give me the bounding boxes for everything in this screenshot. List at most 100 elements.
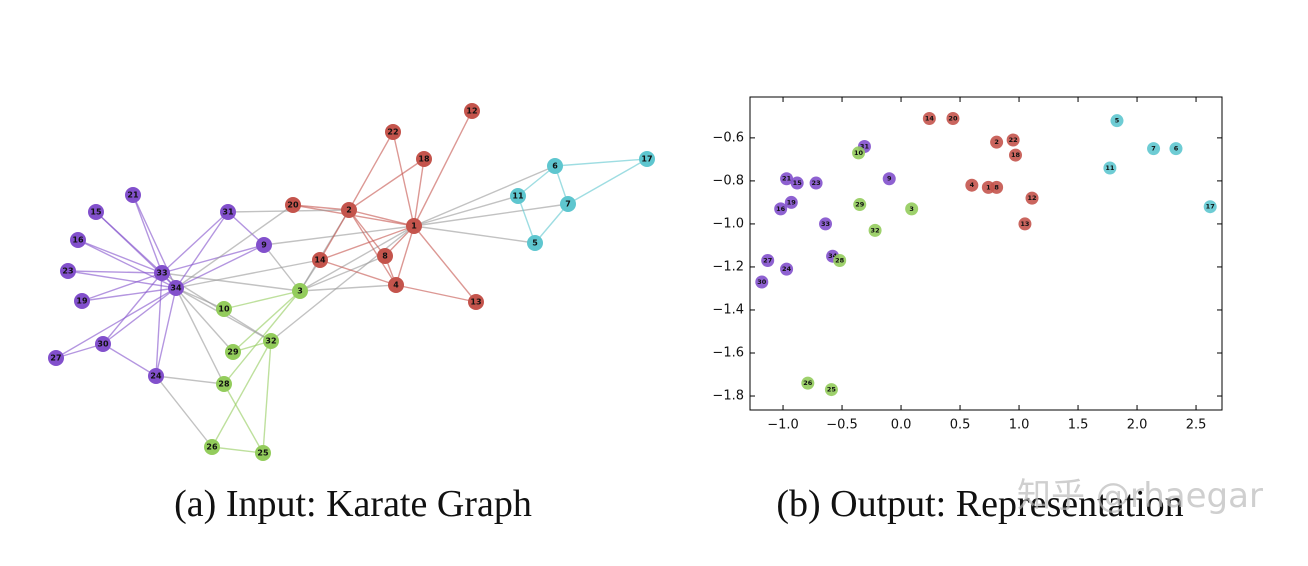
edge [223, 290, 301, 310]
node [464, 103, 480, 119]
point-label: 12 [1027, 194, 1036, 202]
node-label: 28 [218, 380, 230, 389]
edge [211, 446, 264, 454]
node-label: 12 [466, 107, 477, 116]
edge [223, 290, 301, 385]
point [1006, 133, 1020, 147]
node-label: 22 [387, 128, 398, 137]
point-label: 23 [812, 179, 821, 187]
y-tick-label: −1.6 [712, 345, 744, 360]
point-label: 3 [909, 205, 914, 213]
edge [155, 375, 225, 385]
edge [77, 239, 163, 274]
node-label: 7 [565, 200, 571, 209]
node-label: 23 [62, 267, 73, 276]
y-tick-label: −1.2 [712, 259, 744, 274]
karate-graph: 1234567891011121314151617181920212223242… [48, 103, 655, 461]
edge [161, 211, 229, 274]
node-label: 20 [287, 201, 299, 210]
node [220, 204, 236, 220]
point-label: 31 [860, 142, 870, 150]
point [965, 178, 979, 192]
point-label: 13 [1020, 220, 1029, 228]
node [285, 197, 301, 213]
point-label: 34 [828, 252, 838, 260]
point-label: 28 [835, 256, 845, 264]
node [510, 188, 526, 204]
y-tick-label: −0.8 [712, 173, 744, 188]
edge [319, 259, 397, 286]
node-label: 15 [90, 208, 102, 217]
edge [319, 209, 350, 261]
node [292, 283, 308, 299]
node [263, 333, 279, 349]
edge [155, 375, 213, 448]
edge [413, 158, 425, 227]
point-label: 4 [970, 181, 975, 189]
point [824, 383, 838, 397]
scatter-plot: −1.0 −0.5 0.0 0.5 1.0 1.5 2.0 2.5 −0.6 −0.8 −1.0 −1… [712, 96, 1223, 433]
point [905, 202, 919, 216]
node-label: 8 [382, 252, 388, 261]
point [833, 253, 847, 267]
edge [319, 225, 415, 261]
node [225, 344, 241, 360]
edge [392, 131, 415, 227]
point-label: 7 [1151, 145, 1156, 153]
point [990, 135, 1004, 149]
node [48, 350, 64, 366]
edge [211, 340, 272, 448]
node-label: 32 [265, 337, 276, 346]
node-label: 25 [257, 449, 269, 458]
edge [299, 284, 397, 292]
node [168, 280, 184, 296]
point-label: 16 [776, 205, 786, 213]
edge [155, 272, 163, 377]
node-label: 19 [76, 297, 88, 306]
node-label: 33 [156, 269, 167, 278]
node [216, 301, 232, 317]
point [1025, 191, 1039, 205]
point-label: 20 [948, 115, 958, 123]
point [819, 217, 833, 231]
edge [517, 195, 536, 244]
point-label: 10 [854, 149, 864, 157]
point [1203, 200, 1217, 214]
node [125, 187, 141, 203]
edge [223, 383, 264, 454]
node [341, 202, 357, 218]
y-tick-label: −1.8 [712, 389, 744, 404]
node [468, 294, 484, 310]
edge [67, 270, 163, 274]
edge [292, 204, 350, 211]
point-label: 32 [871, 226, 880, 234]
node-label: 27 [50, 354, 61, 363]
point [1110, 114, 1124, 128]
point-label: 9 [887, 175, 892, 183]
point-label: 14 [925, 115, 935, 123]
edge [175, 244, 265, 289]
point [780, 262, 794, 276]
node [388, 277, 404, 293]
node [639, 151, 655, 167]
x-tick-label: 0.5 [950, 418, 971, 433]
point [922, 112, 936, 126]
x-tick-label: 2.0 [1127, 418, 1148, 433]
edge [534, 203, 569, 244]
node [527, 235, 543, 251]
point-label: 18 [1011, 151, 1021, 159]
node [560, 196, 576, 212]
node [406, 218, 422, 234]
y-tick-label: −0.6 [712, 130, 744, 145]
edge [554, 158, 648, 167]
point [1169, 142, 1183, 156]
edge [348, 209, 397, 286]
point [882, 172, 896, 186]
point-label: 26 [803, 379, 813, 387]
edge [413, 165, 556, 227]
point-label: 8 [994, 183, 999, 191]
point [1103, 161, 1117, 175]
point-label: 19 [787, 198, 797, 206]
node [70, 232, 86, 248]
